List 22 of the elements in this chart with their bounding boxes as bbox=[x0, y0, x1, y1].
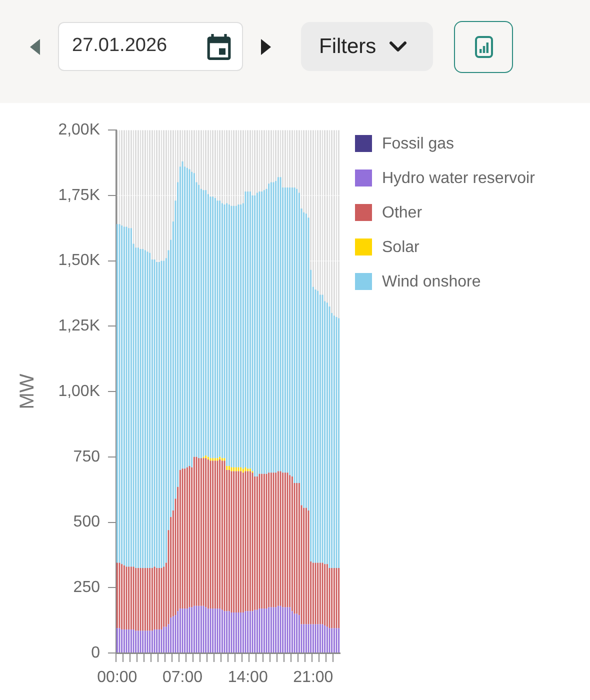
y-tick-label: 1,75K bbox=[58, 186, 100, 204]
legend-label: Solar bbox=[382, 238, 420, 256]
y-tick-label: 0 bbox=[91, 644, 100, 662]
x-tick-label: 00:00 bbox=[97, 669, 138, 686]
legend-label: Other bbox=[382, 204, 423, 222]
legend-label: Hydro water reservoir bbox=[382, 170, 536, 187]
dropdown-button[interactable]: Filters bbox=[301, 22, 433, 71]
y-tick-label: 750 bbox=[73, 448, 100, 466]
x-tick-label: 21:00 bbox=[293, 669, 334, 686]
y-axis-title: MW bbox=[16, 374, 39, 410]
legend-label: Fossil gas bbox=[382, 135, 454, 152]
y-tick-label: 250 bbox=[73, 579, 100, 596]
legend-label: Wind onshore bbox=[382, 273, 481, 290]
y-tick-label: 2,00K bbox=[58, 121, 100, 138]
y-tick-label: 1,50K bbox=[58, 252, 100, 270]
y-tick-label: 500 bbox=[73, 514, 100, 531]
x-tick-label: 14:00 bbox=[228, 669, 268, 686]
y-tick-label: 1,00K bbox=[58, 382, 100, 400]
x-tick-label: 07:00 bbox=[162, 669, 203, 686]
icon-button[interactable] bbox=[454, 21, 513, 73]
date-field[interactable]: 27.01.2026 bbox=[58, 22, 243, 71]
y-tick-label: 1,25K bbox=[58, 318, 100, 335]
